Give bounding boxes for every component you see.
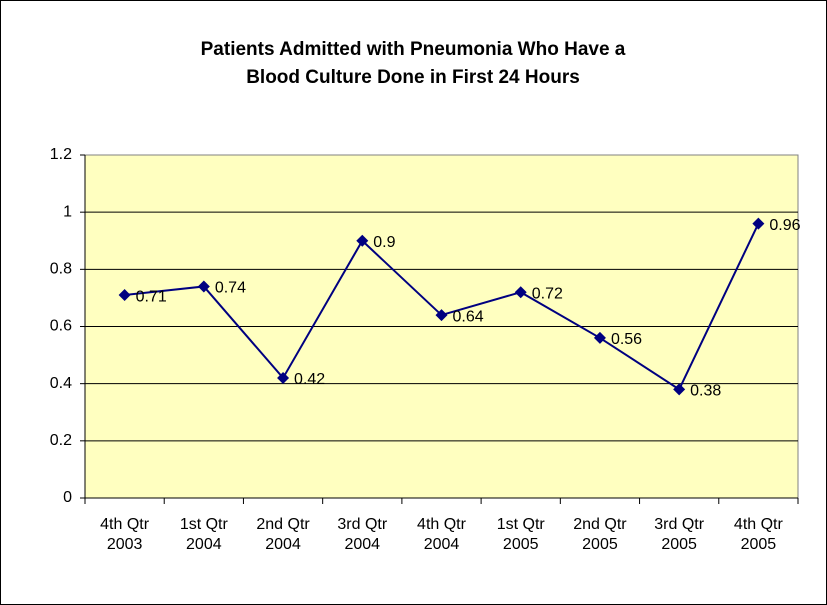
x-label-line: 2003 [107,536,143,553]
data-label: 0.64 [453,308,484,325]
x-tick-label: 1st Qtr 2005 [497,516,546,553]
data-label: 0.9 [373,234,395,251]
data-label: 0.42 [294,371,325,388]
chart-title: Patients Admitted with Pneumonia Who Hav… [201,39,626,88]
data-marker [118,289,131,302]
title-line: Patients Admitted with Pneumonia Who Hav… [201,39,626,60]
x-label-line: 2005 [503,536,539,553]
y-tick-label: 1 [63,203,72,220]
x-label-line: 2004 [186,536,222,553]
title-line: Blood Culture Done in First 24 Hours [246,67,580,88]
x-label-line: 1st Qtr [180,516,229,533]
data-marker [356,234,369,247]
data-marker [673,383,686,396]
data-marker [197,280,210,293]
x-label-line: 3rd Qtr [654,516,704,533]
x-tick-label: 4th Qtr 2003 [100,516,150,553]
x-tick-label: 4th Qtr 2004 [417,516,467,553]
x-label-line: 2004 [344,536,380,553]
x-label-line: 1st Qtr [497,516,546,533]
x-label-line: 4th Qtr [100,516,150,533]
x-label-line: 2005 [582,536,618,553]
x-label-line: 3rd Qtr [337,516,387,533]
data-marker [277,371,290,384]
data-label: 0.74 [215,280,246,297]
x-label-line: 2nd Qtr [256,516,310,533]
y-tick-label: 0 [63,489,72,506]
x-label-line: 4th Qtr [417,516,467,533]
x-label-line: 4th Qtr [734,516,784,533]
data-label: 0.96 [769,217,800,234]
x-label-line: 2005 [741,536,777,553]
data-marker [752,217,765,230]
data-marker [514,286,527,299]
x-tick-label: 2nd Qtr 2004 [256,516,310,553]
y-tick-label: 0.6 [50,318,72,335]
x-tick-label: 4th Qtr 2005 [734,516,784,553]
data-marker [593,331,606,344]
x-label-line: 2005 [661,536,697,553]
y-tick-label: 1.2 [50,146,72,163]
data-label: 0.38 [690,383,721,400]
data-label: 0.71 [136,288,167,305]
y-tick-label: 0.8 [50,261,72,278]
data-marker [435,309,448,322]
data-label: 0.56 [611,331,642,348]
data-label: 0.72 [532,285,563,302]
y-tick-label: 0.2 [50,432,72,449]
x-tick-label: 1st Qtr 2004 [180,516,229,553]
x-label-line: 2004 [424,536,460,553]
x-tick-label: 2nd Qtr 2005 [573,516,627,553]
x-tick-label: 3rd Qtr 2004 [337,516,387,553]
x-label-line: 2004 [265,536,301,553]
x-label-line: 2nd Qtr [573,516,627,533]
y-tick-label: 0.4 [50,375,72,392]
x-tick-label: 3rd Qtr 2005 [654,516,704,553]
